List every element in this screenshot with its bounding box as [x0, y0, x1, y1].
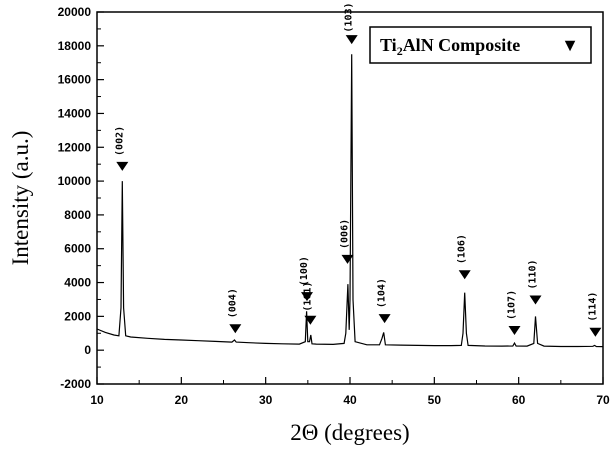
peak-label: (002) — [114, 126, 125, 156]
peak-label: (100) — [299, 256, 310, 286]
y-tick-label: 14000 — [58, 106, 92, 120]
y-tick-label: 0 — [84, 343, 91, 357]
y-tick-label: -2000 — [60, 377, 91, 391]
x-tick-label: 50 — [428, 393, 442, 407]
y-tick-label: 18000 — [58, 39, 92, 53]
x-tick-label: 70 — [596, 393, 610, 407]
legend-label: Ti2AlN Composite — [380, 35, 520, 58]
x-tick-label: 60 — [512, 393, 526, 407]
y-tick-label: 6000 — [64, 242, 91, 256]
peak-marker-icon — [589, 327, 602, 337]
x-tick-labels: 10 20 30 40 50 60 70 — [90, 393, 610, 407]
peak-label: (107) — [507, 290, 518, 320]
peak-label: (004) — [227, 288, 238, 318]
peak-annotations: (002) (004) (100)(101) (006) (103) (104) (106)… — [114, 2, 602, 337]
y-tick-label: 4000 — [64, 276, 91, 290]
y-tick-labels: -2000 0 2000 4000 6000 8000 10000 12000 14000 160… — [58, 5, 92, 391]
y-tick-label: 2000 — [64, 309, 91, 323]
peak-marker-icon — [458, 270, 471, 280]
peak-label: (106) — [457, 234, 468, 264]
y-tick-label: 8000 — [64, 208, 91, 222]
x-tick-label: 30 — [259, 393, 273, 407]
x-tick-label: 10 — [90, 393, 104, 407]
peak-label: (101) — [302, 281, 313, 311]
legend-box — [369, 26, 592, 64]
plot-area-frame — [96, 11, 604, 385]
y-tick-label: 12000 — [58, 140, 92, 154]
peak-marker-icon — [378, 314, 391, 324]
y-axis-title: Intensity (a.u.) — [8, 131, 33, 266]
peak-marker-icon — [341, 254, 354, 264]
peak-marker-icon — [345, 35, 358, 45]
series-line — [96, 54, 604, 348]
peak-marker-icon — [508, 326, 521, 335]
legend-label-subscript: 2 — [397, 44, 403, 58]
legend-label-part2: AlN Composite — [403, 35, 521, 55]
y-tick-label: 10000 — [58, 174, 92, 188]
legend-marker-icon: ▼ — [561, 35, 579, 55]
peak-marker-icon — [229, 324, 242, 334]
peak-marker-icon — [116, 161, 129, 171]
peak-label: (104) — [377, 278, 388, 308]
legend: Ti2AlN Composite ▼ — [369, 26, 592, 64]
peak-label: (110) — [527, 259, 538, 289]
peak-marker-icon — [304, 315, 317, 325]
y-tick-label: 16000 — [58, 73, 92, 87]
legend-label-part1: Ti — [380, 35, 397, 55]
y-tick-label: 20000 — [58, 5, 92, 19]
x-tick-label: 40 — [343, 393, 357, 407]
peak-label: (114) — [587, 292, 598, 322]
peak-marker-icon — [529, 295, 542, 305]
axis-ticks — [96, 11, 604, 385]
x-tick-label: 20 — [175, 393, 189, 407]
peak-label: (006) — [339, 219, 350, 249]
x-axis-title: 2Θ (degrees) — [290, 420, 409, 445]
peak-marker-icon — [301, 292, 313, 302]
peak-label: (103) — [344, 2, 355, 32]
